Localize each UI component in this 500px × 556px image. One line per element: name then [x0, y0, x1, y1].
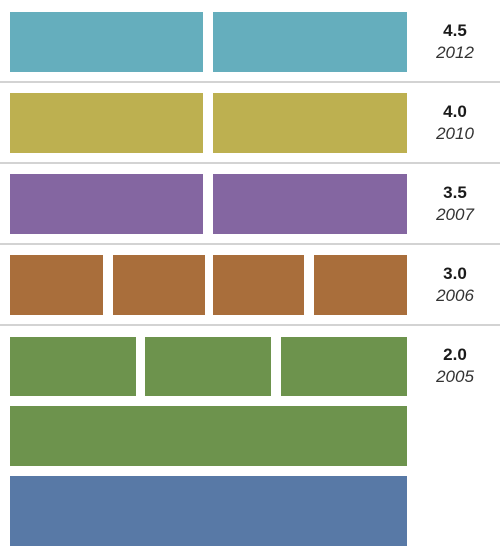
release-4-0-label: 4.0 2010 [410, 101, 500, 145]
release-2-0-block-3 [281, 337, 407, 396]
release-3-0-label: 3.0 2006 [410, 263, 500, 307]
row-separator [0, 81, 500, 83]
release-4-5-block-2 [213, 12, 407, 72]
release-4-5-label: 4.5 2012 [410, 20, 500, 64]
release-year: 2010 [436, 124, 474, 143]
release-3-0-block-4 [314, 255, 407, 315]
release-3-0-block-3 [213, 255, 304, 315]
release-3-0-block-2 [113, 255, 205, 315]
release-3-5-label: 3.5 2007 [410, 182, 500, 226]
release-version: 4.0 [443, 102, 467, 121]
release-2-0-label: 2.0 2005 [410, 344, 500, 388]
release-version: 4.5 [443, 21, 467, 40]
release-year: 2012 [436, 43, 474, 62]
release-2-0-block-2 [145, 337, 271, 396]
release-3-0-block-1 [10, 255, 103, 315]
release-4-5-block-1 [10, 12, 203, 72]
base-layer-green [10, 406, 407, 466]
release-3-5-block-2 [213, 174, 407, 234]
release-4-0-block-2 [213, 93, 407, 153]
release-year: 2007 [436, 205, 474, 224]
release-3-5-block-1 [10, 174, 203, 234]
release-year: 2005 [436, 367, 474, 386]
release-version: 3.5 [443, 183, 467, 202]
release-version: 2.0 [443, 345, 467, 364]
row-separator [0, 162, 500, 164]
release-version: 3.0 [443, 264, 467, 283]
release-2-0-block-1 [10, 337, 136, 396]
row-separator [0, 243, 500, 245]
release-4-0-block-1 [10, 93, 203, 153]
release-year: 2006 [436, 286, 474, 305]
row-separator [0, 324, 500, 326]
base-layer-blue [10, 476, 407, 546]
